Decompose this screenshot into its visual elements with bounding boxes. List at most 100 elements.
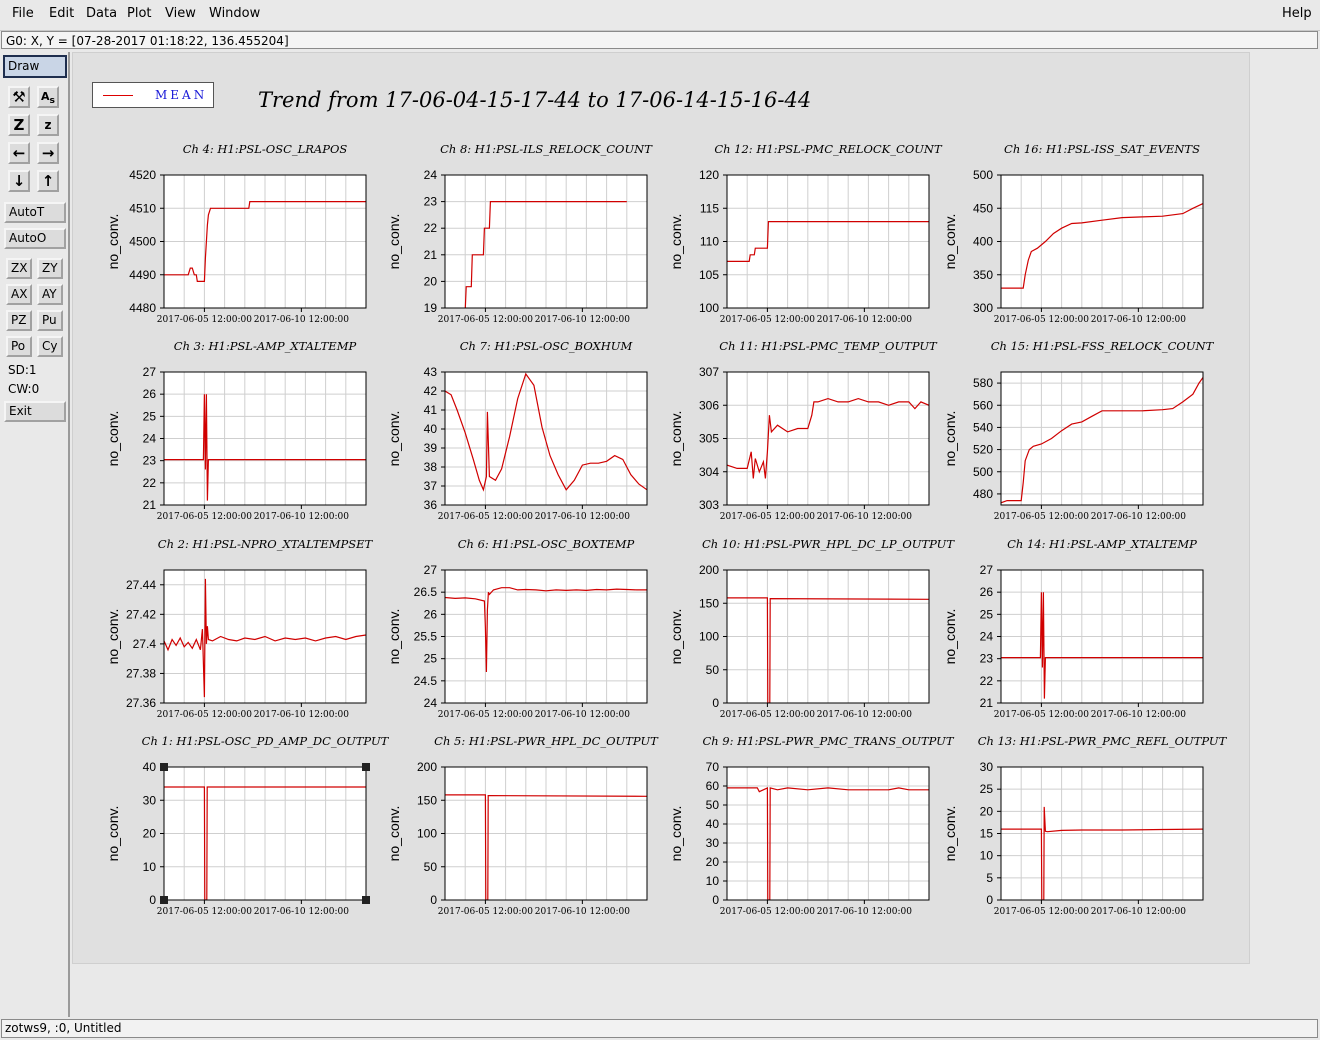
po-button[interactable]: Po	[6, 336, 32, 357]
y-tick-label: 27.36	[126, 696, 156, 710]
arrow-up-icon[interactable]: ↑	[37, 170, 59, 192]
arrow-down-icon[interactable]: ↓	[8, 170, 30, 192]
autot-button[interactable]: AutoT	[4, 202, 66, 223]
x-tick-label: 2017-06-10 12:00:00	[1091, 710, 1186, 720]
series-line-mean	[1001, 203, 1203, 289]
zoom-z-icon[interactable]: Z	[8, 114, 30, 136]
y-tick-label: 24	[143, 432, 157, 446]
x-tick-label: 2017-06-10 12:00:00	[817, 710, 912, 720]
draw-button[interactable]: Draw	[3, 55, 67, 78]
series-line-mean	[1001, 592, 1203, 699]
chart-title: Ch 11: H1:PSL-PMC_TEMP_OUTPUT	[719, 339, 938, 353]
y-tick-label: 100	[699, 630, 719, 644]
y-tick-label: 23	[143, 454, 157, 468]
y-axis-label: no_conv.	[942, 411, 958, 467]
plot-frame	[1000, 569, 1204, 704]
y-tick-label: 500	[973, 168, 993, 182]
y-axis-label: no_conv.	[668, 411, 684, 467]
x-tick-label: 2017-06-10 12:00:00	[1091, 315, 1186, 325]
menu-file[interactable]: File	[12, 6, 34, 21]
y-axis-label: no_conv.	[105, 411, 121, 467]
chart-c11: 303 304 305 306 307 2017-06-05 12:00:00 2017-0…	[668, 339, 938, 522]
y-tick-label: 4500	[129, 235, 156, 249]
chart-c4: 4480 4490 4500 4510 4520 2017-06-05 12:00:00 2…	[105, 142, 367, 325]
exit-button[interactable]: Exit	[4, 401, 66, 422]
chart-c9: 0 10 20 30 40 50 60 70 2017-06-05 12:00:00 2017-0…	[668, 734, 955, 917]
chart-title: Ch 8: H1:PSL-ILS_RELOCK_COUNT	[440, 142, 653, 156]
menu-edit[interactable]: Edit	[49, 6, 75, 21]
ax-button[interactable]: AX	[6, 284, 32, 305]
y-axis-label: no_conv.	[668, 609, 684, 665]
chart-c6: 24 24.5 25 25.5 26 26.5 27 2017-06-05 12:00:00 2…	[386, 537, 648, 720]
menu-data[interactable]: Data	[86, 6, 118, 21]
series-line-mean	[727, 597, 929, 703]
autoo-button[interactable]: AutoO	[4, 228, 66, 249]
series-line-mean	[445, 587, 647, 673]
zx-button[interactable]: ZX	[6, 258, 32, 279]
sd-label: SD:1	[8, 363, 37, 377]
menu-window[interactable]: Window	[209, 6, 261, 21]
x-tick-label: 2017-06-05 12:00:00	[438, 710, 533, 720]
y-tick-label: 23	[424, 195, 438, 209]
series-line-mean	[727, 397, 929, 479]
chart-title: Ch 2: H1:PSL-NPRO_XTALTEMPSET	[158, 537, 374, 551]
y-tick-label: 30	[706, 836, 720, 850]
y-axis-label: no_conv.	[386, 411, 402, 467]
y-tick-label: 36	[424, 498, 438, 512]
plot-frame	[163, 766, 367, 901]
y-tick-label: 20	[424, 274, 438, 288]
plot-frame	[726, 569, 930, 704]
arrow-left-icon[interactable]: ←	[8, 142, 30, 164]
y-tick-label: 60	[706, 779, 720, 793]
y-tick-label: 10	[980, 849, 994, 863]
chart-c16: 300 350 400 450 500 2017-06-05 12:00:00 2017-0…	[942, 142, 1204, 325]
y-tick-label: 0	[986, 893, 993, 907]
x-tick-label: 2017-06-05 12:00:00	[720, 710, 815, 720]
x-tick-label: 2017-06-05 12:00:00	[720, 315, 815, 325]
pu-button[interactable]: Pu	[37, 310, 63, 331]
y-tick-label: 150	[699, 596, 719, 610]
menu-help[interactable]: Help	[1282, 6, 1312, 21]
plot-frame	[163, 371, 367, 506]
y-tick-label: 200	[417, 760, 437, 774]
y-tick-label: 10	[706, 874, 720, 888]
y-tick-label: 500	[973, 465, 993, 479]
menu-view[interactable]: View	[165, 6, 196, 21]
plot-frame	[163, 174, 367, 309]
y-tick-label: 22	[980, 674, 994, 688]
series-line-mean	[445, 372, 647, 492]
chart-c1: 0 10 20 30 40 2017-06-05 12:00:00 2017-06-10 1…	[105, 734, 390, 917]
z-icon[interactable]: z	[37, 114, 59, 136]
y-tick-label: 50	[706, 798, 720, 812]
y-tick-label: 25	[424, 652, 438, 666]
x-tick-label: 2017-06-05 12:00:00	[720, 907, 815, 917]
selection-handle	[160, 763, 168, 771]
cw-label: CW:0	[8, 382, 40, 396]
ay-button[interactable]: AY	[37, 284, 63, 305]
chart-c3: 21 22 23 24 25 26 27 2017-06-05 12:00:00 2017-06…	[105, 339, 367, 522]
zy-button[interactable]: ZY	[37, 258, 63, 279]
y-tick-label: 26.5	[414, 585, 438, 599]
menu-plot[interactable]: Plot	[127, 6, 152, 21]
y-tick-label: 4510	[129, 201, 156, 215]
x-tick-label: 2017-06-10 12:00:00	[254, 315, 349, 325]
wrench-icon[interactable]: ⚒	[8, 86, 30, 108]
cy-button[interactable]: Cy	[37, 336, 63, 357]
chart-title: Ch 13: H1:PSL-PWR_PMC_REFL_OUTPUT	[978, 734, 1228, 748]
y-tick-label: 0	[430, 893, 437, 907]
text-size-icon[interactable]: As	[37, 86, 59, 108]
y-axis-label: no_conv.	[942, 214, 958, 270]
plot-frame	[726, 174, 930, 309]
chart-title: Ch 16: H1:PSL-ISS_SAT_EVENTS	[1004, 142, 1200, 156]
y-tick-label: 115	[700, 201, 719, 215]
y-tick-label: 21	[143, 498, 157, 512]
y-axis-label: no_conv.	[105, 214, 121, 270]
y-tick-label: 42	[424, 384, 438, 398]
arrow-right-icon[interactable]: →	[37, 142, 59, 164]
y-tick-label: 120	[699, 168, 719, 182]
legend-line-swatch	[103, 95, 133, 96]
pz-button[interactable]: PZ	[6, 310, 32, 331]
plot-frame	[444, 569, 648, 704]
y-tick-label: 20	[143, 827, 157, 841]
